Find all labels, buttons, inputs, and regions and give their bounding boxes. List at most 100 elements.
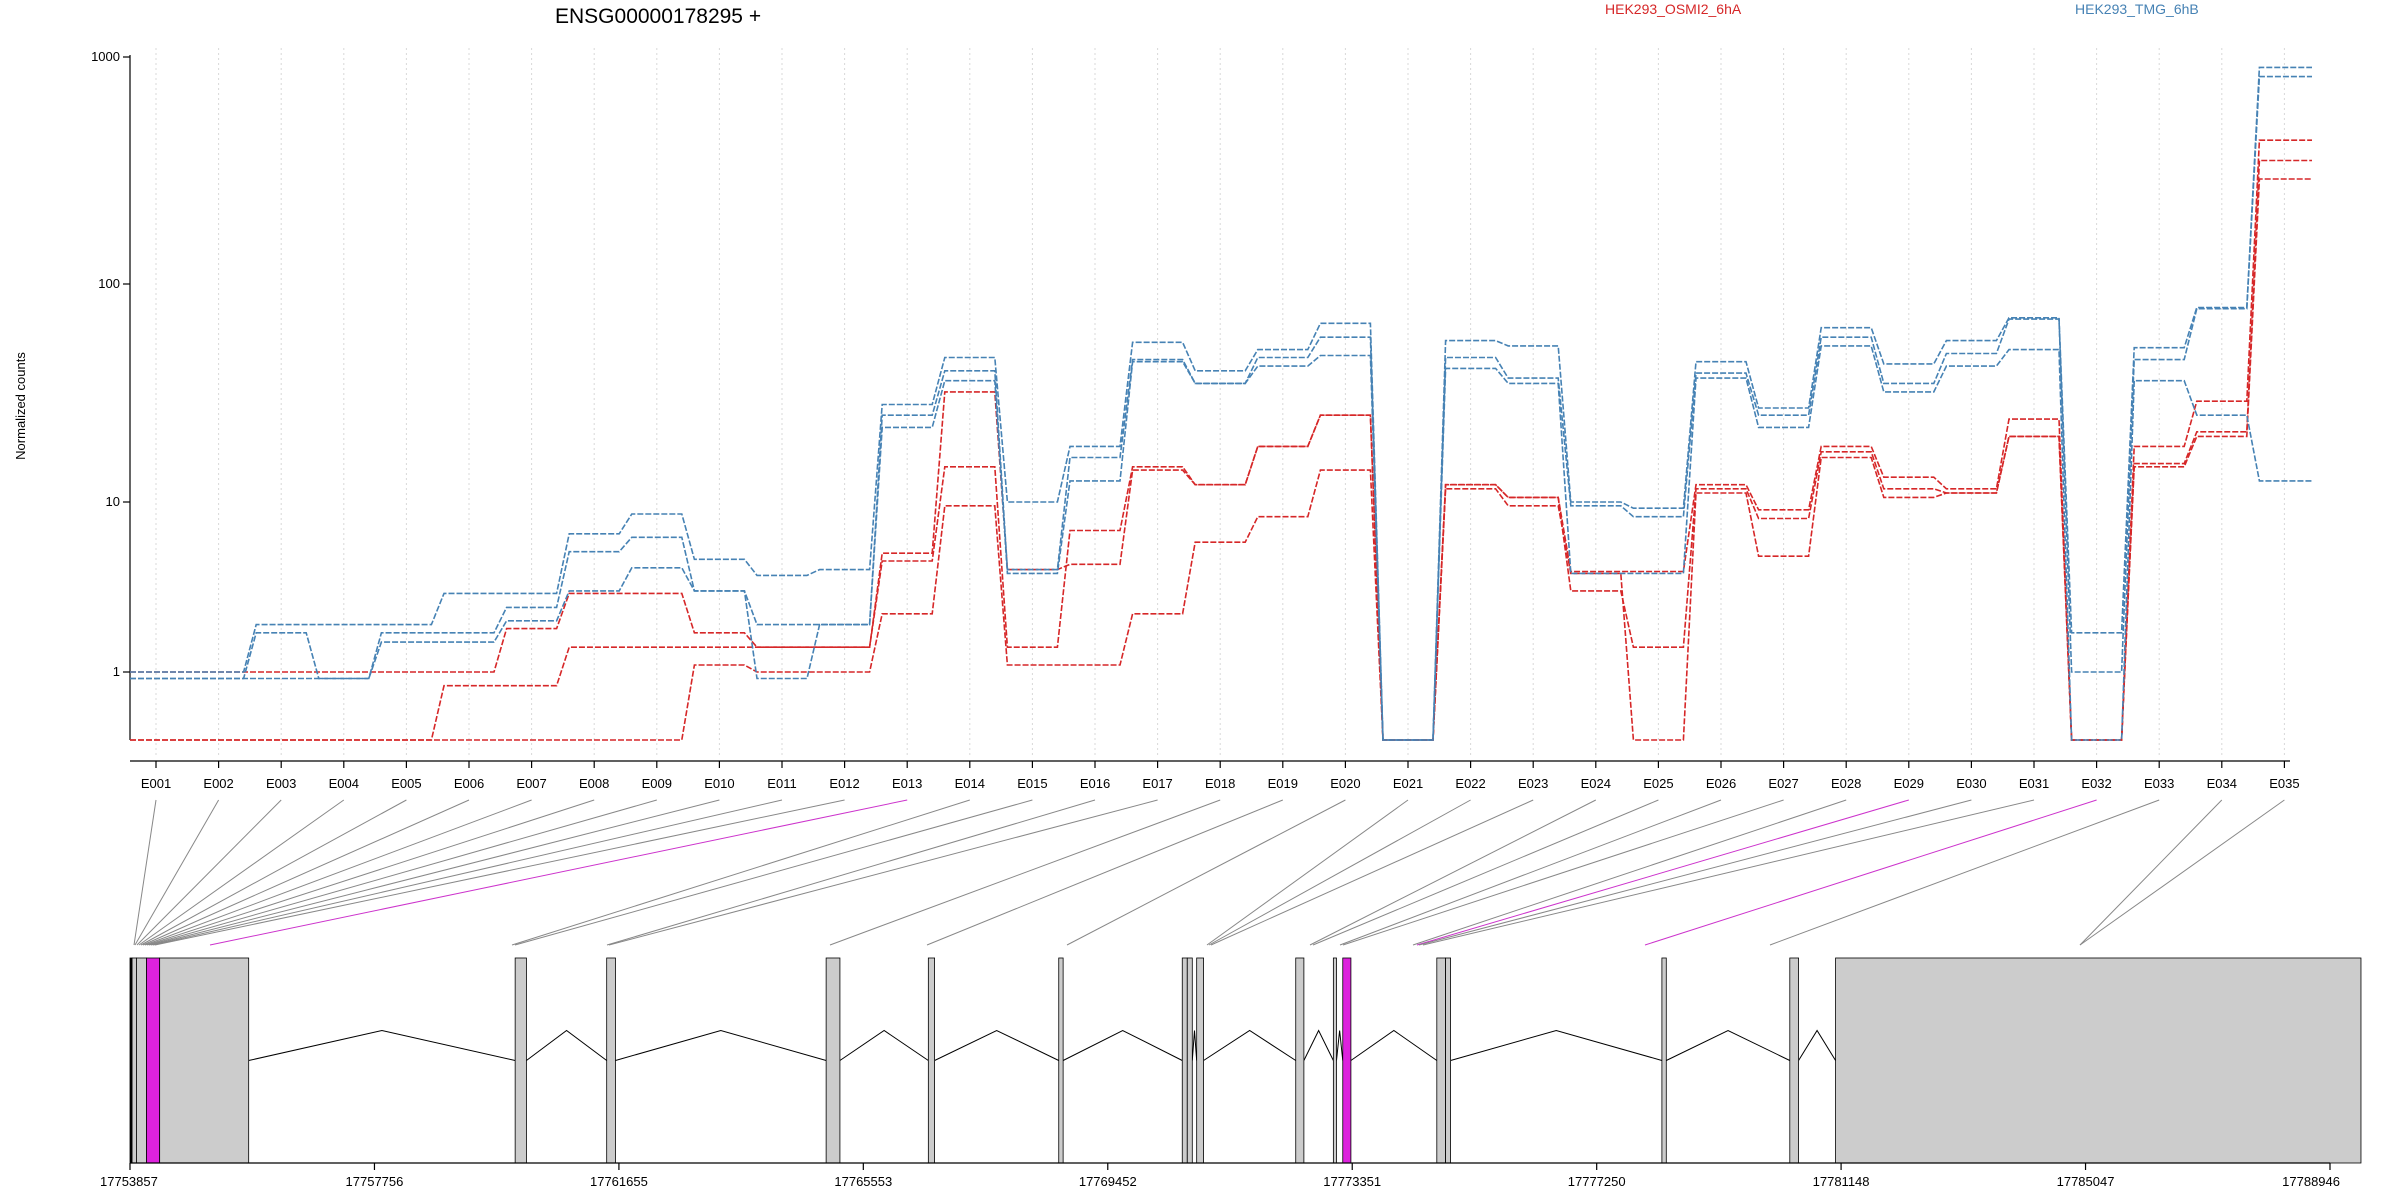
x-tick-label-E030: E030 bbox=[1956, 776, 1986, 791]
coord-tick-label-3: 17761655 bbox=[590, 1174, 648, 1189]
y-tick-label-100: 100 bbox=[98, 276, 120, 291]
connector-E024 bbox=[1309, 799, 1597, 946]
x-tick-label-E015: E015 bbox=[1017, 776, 1047, 791]
intron-16 bbox=[1350, 1029, 1438, 1061]
intron-20 bbox=[1798, 1029, 1836, 1061]
x-tick-label-E010: E010 bbox=[704, 776, 734, 791]
connector-E007 bbox=[144, 799, 532, 946]
exon-block-15 bbox=[1332, 957, 1337, 1164]
x-tick-label-E025: E025 bbox=[1643, 776, 1673, 791]
connector-E015 bbox=[514, 799, 1033, 946]
connector-E012 bbox=[154, 799, 845, 946]
connector-E004 bbox=[138, 799, 345, 946]
exon-block-12 bbox=[1186, 957, 1193, 1164]
intron-9 bbox=[934, 1029, 1059, 1061]
connector-E018 bbox=[829, 799, 1221, 946]
x-tick-label-E006: E006 bbox=[454, 776, 484, 791]
connector-E001 bbox=[133, 799, 157, 946]
connector-E009 bbox=[148, 799, 657, 946]
x-tick-label-E028: E028 bbox=[1831, 776, 1861, 791]
exon-connectors bbox=[133, 799, 2285, 946]
connector-E010 bbox=[150, 799, 720, 946]
connector-E032 bbox=[1644, 799, 2097, 946]
connector-E028 bbox=[1412, 799, 1847, 946]
series-line-5 bbox=[130, 75, 2312, 741]
connector-E029 bbox=[1416, 799, 1909, 946]
exon-block-19 bbox=[1661, 957, 1667, 1164]
exon-block-8 bbox=[825, 957, 841, 1164]
x-tick-label-E016: E016 bbox=[1080, 776, 1110, 791]
exon-block-10 bbox=[1058, 957, 1064, 1164]
exon-block-14 bbox=[1295, 957, 1305, 1164]
connector-E016 bbox=[606, 799, 1096, 946]
connector-E002 bbox=[134, 799, 220, 946]
series-line-1 bbox=[130, 139, 2312, 741]
connector-E027 bbox=[1342, 799, 1784, 946]
x-tick-label-E032: E032 bbox=[2081, 776, 2111, 791]
x-tick-label-E013: E013 bbox=[892, 776, 922, 791]
exon-block-21 bbox=[1835, 957, 2362, 1164]
coord-tick-label-4: 17765553 bbox=[834, 1174, 892, 1189]
connector-E019 bbox=[926, 799, 1283, 946]
x-tick-label-E023: E023 bbox=[1518, 776, 1548, 791]
x-tick-label-E020: E020 bbox=[1330, 776, 1360, 791]
y-axis-label: Normalized counts bbox=[13, 352, 28, 460]
connector-E035 bbox=[2079, 799, 2285, 946]
connector-E008 bbox=[146, 799, 595, 946]
intron-6 bbox=[526, 1029, 607, 1061]
connector-E034 bbox=[2079, 799, 2223, 946]
exon-block-11 bbox=[1181, 957, 1188, 1164]
exon-block-6 bbox=[514, 957, 527, 1164]
coord-tick-label-1: 17753857 bbox=[100, 1174, 158, 1189]
intron-5 bbox=[248, 1029, 516, 1061]
x-tick-label-E026: E026 bbox=[1706, 776, 1736, 791]
x-tick-label-E027: E027 bbox=[1768, 776, 1798, 791]
exon-block-18 bbox=[1445, 957, 1452, 1164]
x-tick-label-E021: E021 bbox=[1393, 776, 1423, 791]
x-tick-label-E012: E012 bbox=[829, 776, 859, 791]
connector-E031 bbox=[1422, 799, 2035, 946]
x-tick-label-E009: E009 bbox=[642, 776, 672, 791]
series-line-4 bbox=[130, 66, 2312, 741]
exon-block-2 bbox=[131, 957, 137, 1164]
coord-tick-label-7: 17777250 bbox=[1568, 1174, 1626, 1189]
connector-E003 bbox=[136, 799, 282, 946]
x-tick-label-E001: E001 bbox=[141, 776, 171, 791]
connector-E022 bbox=[1208, 799, 1471, 946]
x-tick-label-E031: E031 bbox=[2019, 776, 2049, 791]
intron-18 bbox=[1450, 1029, 1663, 1061]
x-tick-label-E033: E033 bbox=[2144, 776, 2174, 791]
coord-tick-label-5: 17769452 bbox=[1079, 1174, 1137, 1189]
coord-tick-label-10: 17788946 bbox=[2282, 1174, 2340, 1189]
coord-tick-label-8: 17781148 bbox=[1813, 1174, 1870, 1189]
x-tick-label-E004: E004 bbox=[329, 776, 359, 791]
x-tick-label-E035: E035 bbox=[2269, 776, 2299, 791]
gene-model bbox=[129, 957, 2362, 1164]
connector-E013 bbox=[209, 799, 908, 946]
connector-E026 bbox=[1339, 799, 1722, 946]
exon-block-7 bbox=[606, 957, 616, 1164]
x-tick-label-E029: E029 bbox=[1894, 776, 1924, 791]
x-tick-label-E034: E034 bbox=[2207, 776, 2237, 791]
y-tick-label-1000: 1000 bbox=[91, 49, 120, 64]
x-tick-label-E008: E008 bbox=[579, 776, 609, 791]
intron-14 bbox=[1303, 1029, 1334, 1061]
legend-label-tmg: HEK293_TMG_6hB bbox=[2075, 1, 2199, 17]
connector-E017 bbox=[608, 799, 1158, 946]
connector-E021 bbox=[1206, 799, 1409, 946]
exon-block-9 bbox=[927, 957, 935, 1164]
series-line-3 bbox=[130, 178, 2312, 741]
series-line-6 bbox=[130, 345, 2312, 741]
intron-7 bbox=[615, 1029, 827, 1061]
intron-15 bbox=[1335, 1030, 1344, 1061]
exon-block-3 bbox=[136, 957, 147, 1164]
connector-E023 bbox=[1210, 799, 1534, 946]
y-tick-label-1: 1 bbox=[113, 664, 120, 679]
x-tick-label-E014: E014 bbox=[955, 776, 985, 791]
x-tick-label-E003: E003 bbox=[266, 776, 296, 791]
coord-tick-label-2: 17757756 bbox=[346, 1174, 404, 1189]
exon-block-13 bbox=[1196, 957, 1204, 1164]
connector-E030 bbox=[1418, 799, 1972, 946]
x-tick-label-E018: E018 bbox=[1205, 776, 1235, 791]
